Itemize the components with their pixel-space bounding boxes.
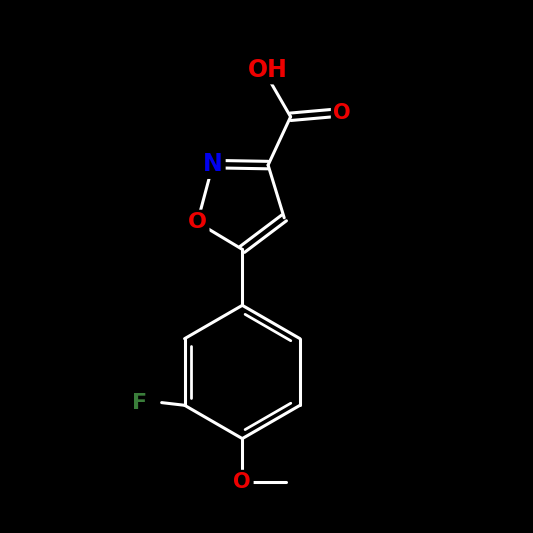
Text: N: N — [203, 152, 223, 176]
Text: O: O — [188, 212, 207, 232]
Text: OH: OH — [248, 58, 288, 82]
Text: O: O — [333, 103, 351, 123]
Text: O: O — [233, 472, 251, 492]
Text: F: F — [132, 393, 147, 413]
